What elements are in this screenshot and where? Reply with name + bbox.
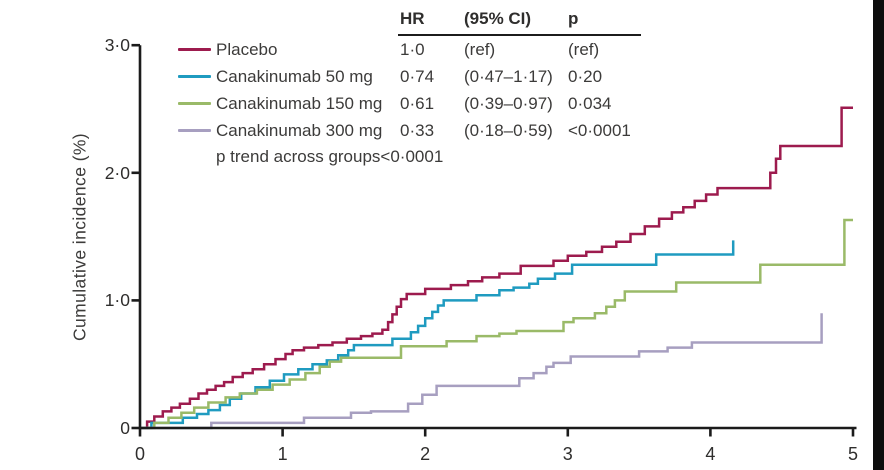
x-tick-label: 4 <box>705 444 716 464</box>
y-tick-label: 1·0 <box>104 290 130 311</box>
legend-row: Canakinumab 50 mg 0·74 (0·47–1·17) 0·20 <box>178 63 648 90</box>
legend-row: Canakinumab 300 mg 0·33 (0·18–0·59) <0·0001 <box>178 117 648 144</box>
series-curve-canakinumab-150-mg <box>140 218 853 430</box>
table-cell-hr: 0·74 <box>400 67 435 86</box>
legend-row: Placebo 1·0 (ref) (ref) <box>178 36 648 63</box>
y-tick-label: 3·0 <box>104 35 130 56</box>
p-trend-note: p trend across groups<0·0001 <box>216 147 444 166</box>
x-tick-label: 0 <box>134 444 145 464</box>
x-tick-label: 1 <box>277 444 288 464</box>
legend-label: Placebo <box>216 40 278 59</box>
table-header-p: p <box>568 9 579 28</box>
legend-swatch <box>178 102 211 106</box>
table-cell-ci: (0·47–1·17) <box>464 67 553 86</box>
legend-hr-table: HR (95% CI) p Placebo 1·0 (ref) (ref) Canaki… <box>178 6 648 182</box>
legend-swatch <box>178 48 211 52</box>
table-header-hr: HR <box>400 9 425 28</box>
y-tick-label: 0 <box>120 418 130 438</box>
series-curve-canakinumab-300-mg <box>140 313 823 430</box>
table-cell-p: <0·0001 <box>568 121 631 140</box>
legend-label: Canakinumab 150 mg <box>216 94 383 113</box>
table-cell-ci: (0·18–0·59) <box>464 121 553 140</box>
series-curve-canakinumab-50-mg <box>140 240 735 430</box>
table-header-ci: (95% CI) <box>464 9 532 28</box>
legend-swatch <box>178 129 211 133</box>
table-cell-hr: 1·0 <box>400 40 425 59</box>
scan-right-edge-bar <box>873 0 884 470</box>
table-cell-hr: 0·61 <box>400 94 435 113</box>
table-header-rule <box>398 34 641 37</box>
x-tick-label: 3 <box>562 444 573 464</box>
y-tick-label: 2·0 <box>104 162 130 183</box>
legend-label: Canakinumab 300 mg <box>216 121 383 140</box>
x-tick-label: 5 <box>847 444 858 464</box>
table-cell-ci: (ref) <box>464 40 496 59</box>
legend-swatch <box>178 75 211 79</box>
table-cell-p: 0·034 <box>568 94 612 113</box>
table-cell-p: 0·20 <box>568 67 603 86</box>
series-curve-placebo <box>140 106 853 430</box>
table-cell-ci: (0·39–0·97) <box>464 94 553 113</box>
table-cell-p: (ref) <box>568 40 600 59</box>
table-cell-hr: 0·33 <box>400 121 435 140</box>
legend-row: Canakinumab 150 mg 0·61 (0·39–0·97) 0·034 <box>178 90 648 117</box>
legend-label: Canakinumab 50 mg <box>216 67 373 86</box>
x-tick-label: 2 <box>420 444 431 464</box>
